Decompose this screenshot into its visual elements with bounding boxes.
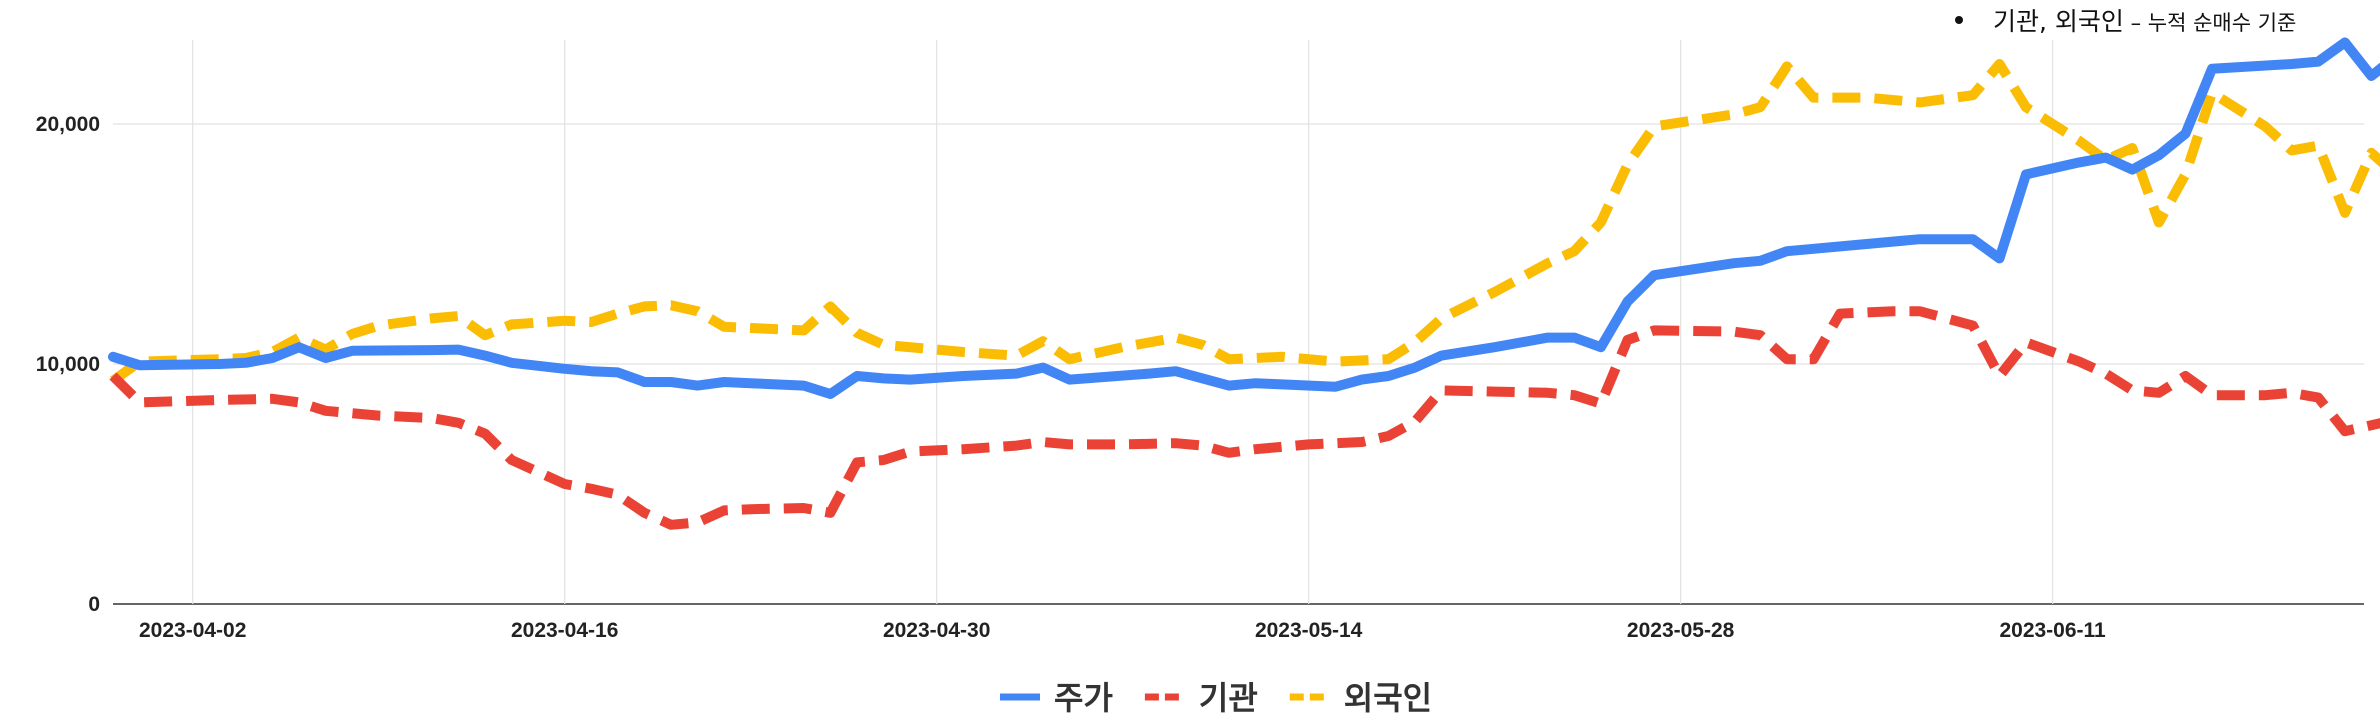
legend: 주가 기관 외국인 [1000,679,1432,717]
grid [113,40,2364,605]
series-line-1 [108,37,2380,399]
x-tick-label: 2023-05-14 [1255,619,1363,642]
series-line-2 [109,306,2380,530]
note-dash: – [2123,11,2148,35]
x-tick-label: 2023-04-02 [139,619,246,642]
x-tick-label: 2023-04-16 [511,619,618,642]
chart-note: 기관, 외국인 – 누적 순매수 기준 [1955,2,2296,38]
note-sub: 누적 순매수 기준 [2147,11,2297,35]
x-axis-ticks: 2023-04-02 2023-04-16 2023-04-30 2023-05-14… [139,619,2106,642]
y-axis-ticks: 0 10,000 20,000 [36,113,100,616]
legend-label: 외국인 [1344,679,1432,717]
legend-label: 주가 [1054,679,1113,717]
series-lines [108,37,2380,530]
note-main: 기관, 외국인 [1993,7,2124,36]
bullet-icon [1955,16,1963,24]
x-tick-label: 2023-04-30 [883,619,990,642]
y-tick-label: 20,000 [36,113,100,136]
series-line-3 [110,59,2380,385]
x-tick-label: 2023-05-28 [1627,619,1735,642]
y-tick-label: 0 [88,593,100,616]
y-tick-label: 10,000 [36,353,100,376]
x-tick-label: 2023-06-11 [1999,619,2106,642]
legend-label: 기관 [1199,679,1258,717]
